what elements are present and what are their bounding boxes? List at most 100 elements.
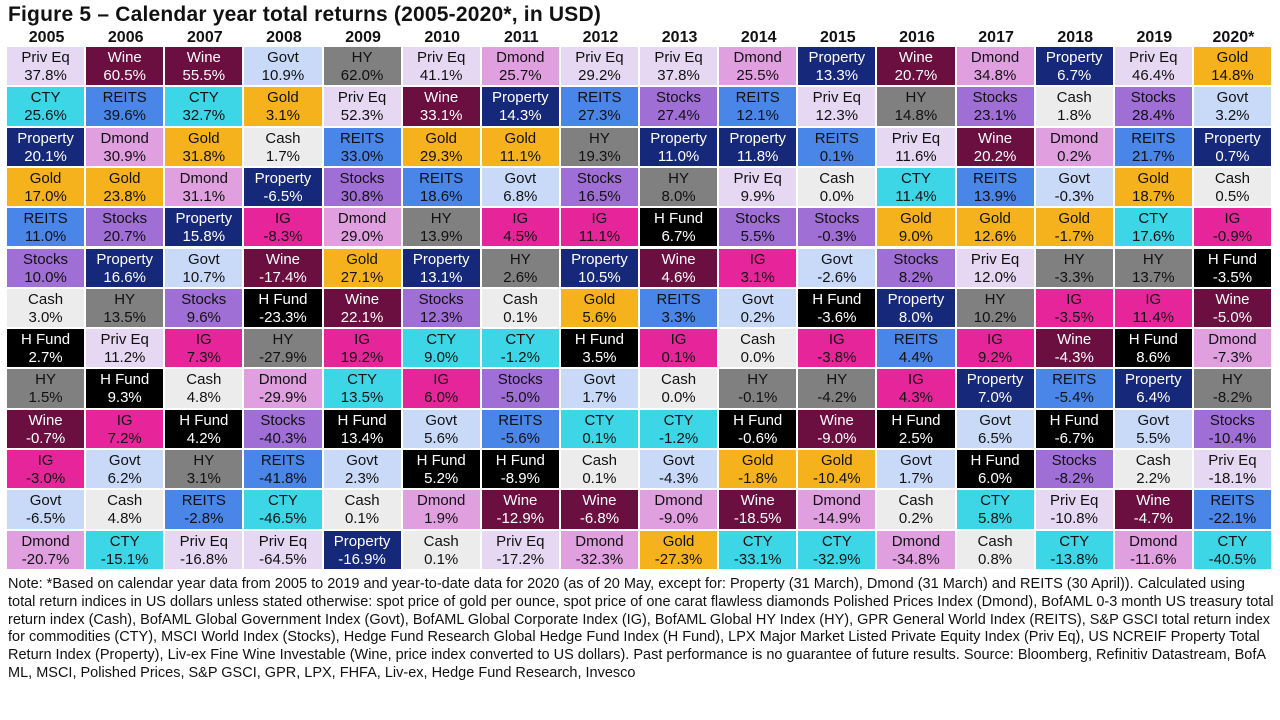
return-cell: IG 11.4% xyxy=(1114,288,1194,330)
return-cell: REITS 11.0% xyxy=(7,208,87,249)
return-value: 11.4% xyxy=(895,187,937,205)
year-header: 2012 xyxy=(582,29,619,46)
return-value: -0.9% xyxy=(1212,228,1253,246)
asset-label: Stocks xyxy=(102,210,148,228)
return-value: 11.4% xyxy=(1132,308,1175,326)
return-value: -10.4% xyxy=(1208,429,1257,447)
return-cell: Govt -0.3% xyxy=(1035,167,1115,209)
return-value: 1.7% xyxy=(582,389,617,407)
return-cell: HY -8.2% xyxy=(1193,369,1273,410)
asset-label: Dmond xyxy=(891,532,941,550)
return-cell: CTY -1.2% xyxy=(481,329,561,370)
return-value: 14.8% xyxy=(894,107,938,125)
return-value: 12.1% xyxy=(736,107,779,125)
return-cell: HY 19.3% xyxy=(560,127,640,168)
asset-label: Property xyxy=(808,49,866,66)
return-value: -6.8% xyxy=(579,510,620,528)
return-value: -14.9% xyxy=(813,510,861,528)
return-cell: Cash 2.2% xyxy=(1114,450,1194,491)
asset-label: HY xyxy=(905,89,927,107)
asset-label: HY xyxy=(826,371,848,389)
return-cell: Priv Eq 41.1% xyxy=(402,47,482,88)
return-cell: Cash 3.0% xyxy=(7,288,87,330)
return-value: 11.2% xyxy=(103,349,146,367)
return-value: -10.8% xyxy=(1050,510,1098,528)
return-cell: Priv Eq 29.2% xyxy=(560,47,640,88)
return-cell: Cash 1.7% xyxy=(244,127,324,168)
return-value: 13.7% xyxy=(1132,268,1175,286)
asset-label: Priv Eq xyxy=(891,129,941,147)
return-value: 39.6% xyxy=(103,107,146,125)
return-value: 14.3% xyxy=(499,107,542,125)
asset-label: Gold xyxy=(29,169,62,187)
return-value: -27.9% xyxy=(259,349,307,367)
asset-label: Property xyxy=(1045,49,1103,66)
asset-label: Dmond xyxy=(812,492,861,510)
return-cell: HY 62.0% xyxy=(323,47,403,88)
asset-label: Wine xyxy=(582,492,617,510)
return-cell: Dmond 29.0% xyxy=(323,208,403,249)
asset-label: Dmond xyxy=(575,532,624,550)
asset-label: Wine xyxy=(1057,331,1092,349)
year-header: 2018 xyxy=(1057,29,1093,46)
return-cell: Wine -18.5% xyxy=(719,490,799,531)
return-value: -6.5% xyxy=(25,510,66,528)
return-value: 29.2% xyxy=(578,67,621,84)
return-cell: Govt 6.8% xyxy=(481,167,561,209)
return-cell: CTY 17.6% xyxy=(1114,208,1194,249)
return-value: 10.7% xyxy=(182,268,226,286)
return-value: 7.0% xyxy=(977,389,1013,407)
return-cell: H Fund 2.7% xyxy=(7,329,87,370)
return-value: 10.2% xyxy=(973,308,1017,326)
return-cell: H Fund 9.3% xyxy=(86,369,166,410)
asset-label: IG xyxy=(275,210,291,228)
asset-label: Cash xyxy=(581,452,617,469)
return-cell: CTY 32.7% xyxy=(165,87,245,128)
return-value: 13.5% xyxy=(340,389,384,407)
asset-label: Govt xyxy=(504,169,537,187)
return-cell: HY 13.5% xyxy=(86,288,166,330)
return-value: 1.7% xyxy=(265,147,301,165)
asset-label: Stocks xyxy=(735,210,781,228)
asset-label: REITS xyxy=(972,169,1018,187)
return-value: -6.5% xyxy=(263,187,303,205)
return-value: -4.3% xyxy=(658,470,699,487)
return-value: 4.8% xyxy=(107,510,142,528)
return-cell: HY -3.3% xyxy=(1035,248,1115,289)
return-value: 4.2% xyxy=(186,429,221,447)
asset-label: Gold xyxy=(1137,169,1170,187)
return-value: -13.8% xyxy=(1050,550,1098,568)
return-cell: Dmond 34.8% xyxy=(956,47,1036,88)
asset-label: CTY xyxy=(267,492,298,510)
return-value: -2.6% xyxy=(817,268,857,286)
asset-label: Stocks xyxy=(497,371,543,389)
return-value: 0.0% xyxy=(819,187,854,205)
asset-label: Gold xyxy=(820,452,853,469)
asset-label: Gold xyxy=(1058,210,1091,228)
return-value: 12.6% xyxy=(973,228,1017,246)
return-cell: Wine -12.9% xyxy=(481,490,561,531)
asset-label: Cash xyxy=(107,492,143,510)
asset-label: Gold xyxy=(108,169,141,187)
asset-label: HY xyxy=(272,331,294,349)
return-cell: Stocks 12.3% xyxy=(402,288,482,330)
return-value: 29.3% xyxy=(419,147,463,165)
return-cell: Govt -2.6% xyxy=(798,248,878,289)
return-cell: Gold 3.1% xyxy=(244,87,324,128)
asset-label: Govt xyxy=(346,452,378,469)
return-value: 20.2% xyxy=(973,147,1017,165)
return-value: -32.3% xyxy=(575,550,624,568)
return-cell: Gold 29.3% xyxy=(402,127,482,168)
asset-label: Priv Eq xyxy=(100,331,149,349)
year-header: 2008 xyxy=(266,29,302,46)
return-cell: Priv Eq 37.8% xyxy=(640,47,720,88)
asset-label: H Fund xyxy=(574,331,625,349)
return-cell: Stocks 5.5% xyxy=(719,208,799,249)
return-cell: Property 11.0% xyxy=(640,127,720,168)
asset-label: IG xyxy=(828,331,845,349)
return-cell: REITS -22.1% xyxy=(1193,490,1273,531)
return-cell: CTY 13.5% xyxy=(323,369,403,410)
asset-label: H Fund xyxy=(1207,250,1258,268)
asset-label: HY xyxy=(589,129,610,147)
asset-label: Priv Eq xyxy=(179,532,228,550)
